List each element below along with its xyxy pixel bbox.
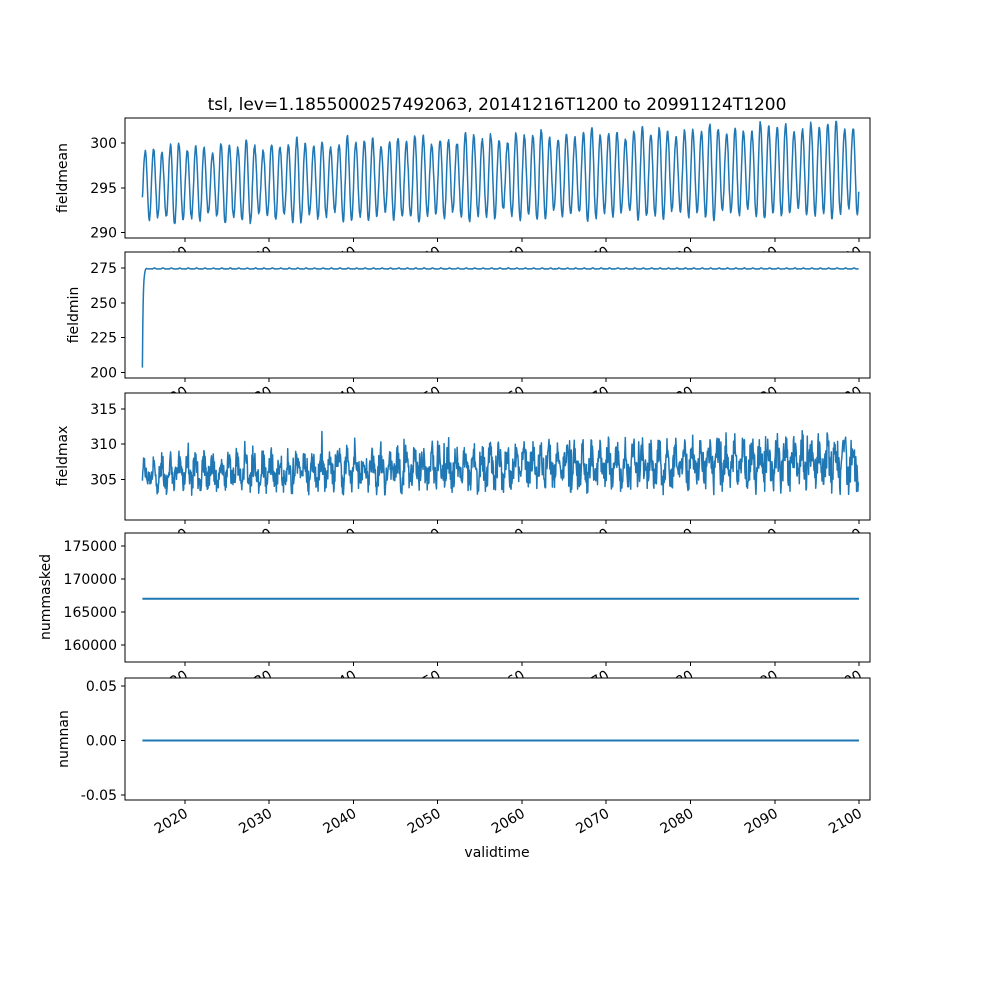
x-tick-label: 2050 bbox=[405, 806, 444, 838]
y-tick-label: 160000 bbox=[64, 638, 117, 654]
y-tick-label: 170000 bbox=[64, 572, 117, 588]
y-tick-label: 300 bbox=[90, 136, 117, 152]
x-tick-label: 2090 bbox=[742, 806, 781, 838]
y-axis-label-fieldmin: fieldmin bbox=[66, 287, 82, 344]
axes-frame bbox=[124, 532, 871, 663]
y-tick-label: 295 bbox=[90, 181, 117, 197]
y-tick-label: -0.05 bbox=[81, 788, 117, 804]
x-axis-label: validtime bbox=[464, 845, 529, 861]
x-tick-label: 2100 bbox=[826, 806, 865, 838]
x-tick-label: 2020 bbox=[152, 806, 191, 838]
y-tick-label: 275 bbox=[90, 261, 117, 277]
axes-frame bbox=[124, 251, 871, 379]
series-line-fieldmean bbox=[141, 120, 860, 225]
x-tick-label: 2060 bbox=[489, 806, 528, 838]
y-tick-label: 305 bbox=[90, 472, 117, 488]
y-axis-label-nummasked: nummasked bbox=[38, 554, 54, 640]
y-tick-label: 250 bbox=[90, 296, 117, 312]
axes-frame bbox=[124, 677, 871, 801]
y-tick-label: 165000 bbox=[64, 605, 117, 621]
y-tick-label: 310 bbox=[90, 437, 117, 453]
y-axis-label-fieldmax: fieldmax bbox=[55, 426, 71, 487]
y-axis-label-numnan: numnan bbox=[56, 710, 72, 768]
y-tick-label: 290 bbox=[90, 226, 117, 242]
subplots-group: 290 295 300 2020 2030 2040 2050 2060 2070 2080 209… bbox=[64, 117, 871, 838]
axes-background bbox=[125, 678, 870, 800]
subplot-fieldmin: 2002252502752020203020402050206020702080… bbox=[90, 251, 871, 415]
y-tick-label: 200 bbox=[90, 365, 117, 381]
y-tick-label: 0.00 bbox=[86, 733, 117, 749]
axes-background bbox=[125, 533, 870, 662]
axes-frame bbox=[124, 392, 871, 521]
axes-background bbox=[125, 252, 870, 378]
subplot-numnan: -0.05 0.00 0.05 2020 2030 2040 2050 2060 2070 208… bbox=[81, 677, 871, 838]
x-tick-label: 2080 bbox=[658, 806, 697, 838]
y-tick-label: 225 bbox=[90, 331, 117, 347]
y-axis-label-fieldmean: fieldmean bbox=[55, 143, 71, 213]
figure-title: tsl, lev=1.1855000257492063, 20141216T12… bbox=[208, 95, 787, 115]
x-tick-label: 2070 bbox=[573, 806, 612, 838]
axes-frame bbox=[124, 117, 871, 239]
y-tick-label: 175000 bbox=[64, 539, 117, 555]
y-tick-label: 315 bbox=[90, 402, 117, 418]
x-tick-label: 2030 bbox=[236, 806, 275, 838]
subplot-nummasked: 1600001650001700001750002020203020402050… bbox=[64, 532, 871, 699]
series-line-fieldmin bbox=[141, 267, 860, 368]
x-tick-label: 2040 bbox=[321, 806, 360, 838]
y-tick-label: 0.05 bbox=[86, 679, 117, 695]
series-line-fieldmax bbox=[141, 429, 860, 496]
